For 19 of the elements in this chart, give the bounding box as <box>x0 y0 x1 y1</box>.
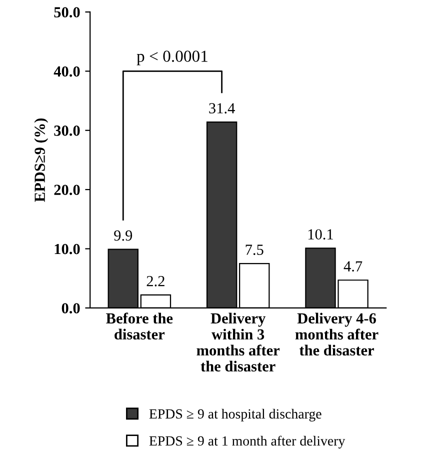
y-tick-label: 20.0 <box>54 184 80 196</box>
y-tick-label: 30.0 <box>54 126 80 136</box>
y-axis-title: EPDS≥9 (%) <box>34 118 48 202</box>
annotation: p < 0.0001 <box>136 50 208 66</box>
data-label: 4.7 <box>344 261 362 272</box>
legend-label: EPDS ≥ 9 at hospital discharge <box>149 408 322 422</box>
y-tick-label: 40.0 <box>54 66 80 77</box>
data-label: 31.4 <box>209 103 235 114</box>
data-label: 7.5 <box>246 244 264 255</box>
data-label: 2.2 <box>146 276 164 286</box>
legend-label: EPDS ≥ 9 at 1 month after delivery <box>149 436 346 448</box>
y-tick-label: 0.0 <box>62 303 80 314</box>
y-tick-label: 50.0 <box>54 7 80 18</box>
data-label: 10.1 <box>308 229 333 240</box>
y-tick-label: 10.0 <box>54 244 80 254</box>
data-label: 9.9 <box>114 230 132 241</box>
x-tick-label: Delivery 4-6 months after the disaster <box>295 312 378 356</box>
x-tick-label: Before the disaster <box>106 312 173 340</box>
x-tick-label: Delivery within 3 months after the disaster <box>196 312 280 372</box>
